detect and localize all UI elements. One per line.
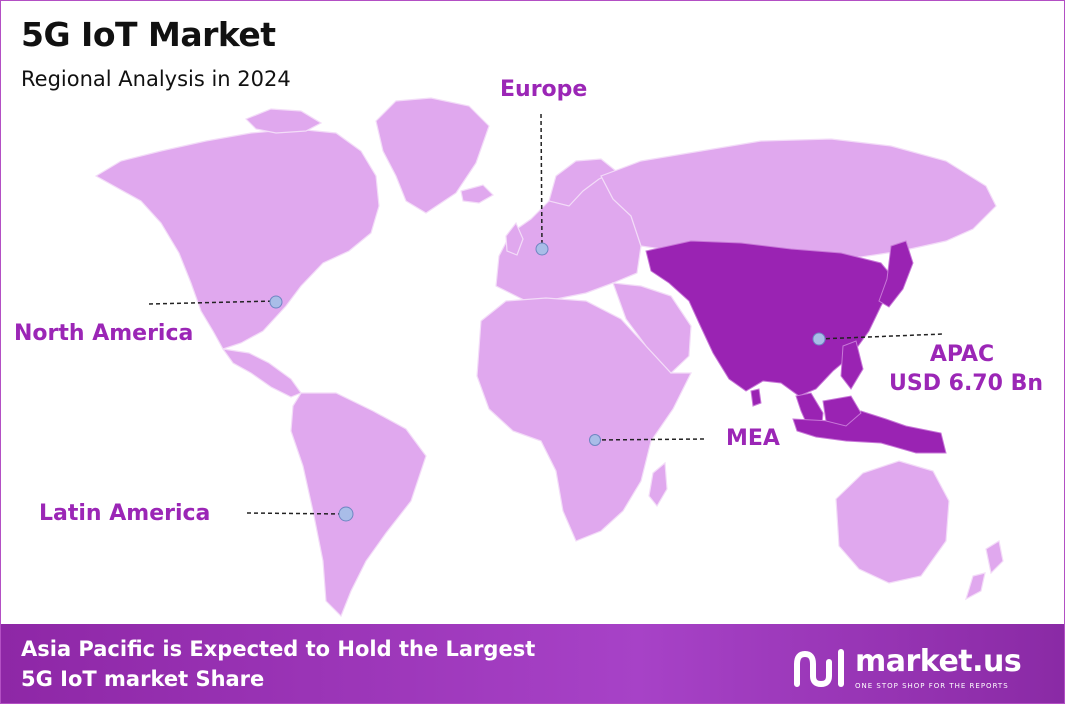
central-america-shape xyxy=(221,348,302,398)
africa-shape xyxy=(476,297,692,542)
greenland-shape xyxy=(375,97,490,214)
north-america-leader xyxy=(148,300,277,305)
arctic-islands-shape xyxy=(244,108,323,134)
apac-mainland-shape xyxy=(645,240,897,397)
north-america-shape xyxy=(94,128,380,350)
new-zealand-shape xyxy=(965,540,1004,601)
philippines-shape xyxy=(840,340,864,390)
sri-lanka-shape xyxy=(750,388,762,407)
footer-text: Asia Pacific is Expected to Hold the Lar… xyxy=(21,634,535,694)
mea-label: MEA xyxy=(726,426,780,451)
south-america-shape xyxy=(290,392,427,618)
market-us-logo-icon xyxy=(794,649,844,688)
world-map xyxy=(94,97,1004,618)
middle-east-shape xyxy=(612,282,692,374)
brand-logo[interactable]: market.us ONE STOP SHOP FOR THE REPORTS xyxy=(791,644,1041,694)
borneo-shape xyxy=(822,395,862,427)
europe-leader xyxy=(540,113,543,248)
brand-name: market.us xyxy=(855,644,1022,679)
page-subtitle: Regional Analysis in 2024 xyxy=(21,67,291,91)
footer-line-1: Asia Pacific is Expected to Hold the Lar… xyxy=(21,637,536,661)
europe-label: Europe xyxy=(500,77,588,102)
page-title: 5G IoT Market xyxy=(21,15,276,54)
latin-america-leader xyxy=(246,512,347,515)
australia-shape xyxy=(835,460,950,584)
footer-banner: Asia Pacific is Expected to Hold the Lar… xyxy=(1,624,1064,703)
madagascar-shape xyxy=(648,461,668,508)
apac-value: USD 6.70 Bn xyxy=(889,371,1043,396)
north-america-marker xyxy=(269,295,283,309)
north-america-label: North America xyxy=(14,321,194,346)
apac-marker xyxy=(812,332,826,346)
apac-label: APAC USD 6.70 Bn xyxy=(889,340,1043,398)
russia-shape xyxy=(600,138,997,260)
uk-shape xyxy=(505,221,524,256)
latin-america-marker xyxy=(338,506,354,522)
apac-name: APAC xyxy=(929,342,995,367)
footer-line-2: 5G IoT market Share xyxy=(21,667,265,691)
brand-tagline: ONE STOP SHOP FOR THE REPORTS xyxy=(855,682,1009,690)
europe-marker xyxy=(535,242,549,256)
iceland-shape xyxy=(460,184,494,204)
japan-shape xyxy=(878,240,914,308)
mea-marker xyxy=(589,434,601,446)
latin-america-label: Latin America xyxy=(39,501,211,526)
